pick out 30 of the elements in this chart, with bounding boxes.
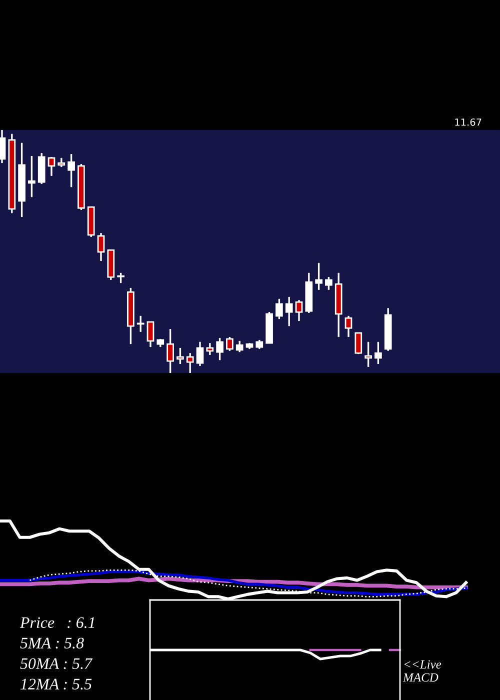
candlestick xyxy=(68,153,75,188)
candlestick xyxy=(176,347,184,365)
candlestick xyxy=(295,299,303,322)
text: 12MA : 5.5 xyxy=(20,678,92,690)
candlestick xyxy=(285,296,293,327)
candlestick xyxy=(226,336,234,352)
text: <<Live MACD xyxy=(402,660,442,682)
candlestick xyxy=(364,341,372,368)
candlestick xyxy=(196,341,204,367)
candlestick xyxy=(186,352,194,373)
candlestick xyxy=(216,337,224,361)
candlestick xyxy=(344,315,352,338)
candlestick xyxy=(315,262,322,291)
candlestick xyxy=(97,232,105,262)
candlestick xyxy=(206,342,214,356)
candlestick xyxy=(236,340,244,353)
text: 5MA : 5.8 xyxy=(20,638,84,649)
candlestick xyxy=(28,155,36,198)
candlestick xyxy=(146,321,154,348)
candlestick xyxy=(276,298,283,320)
candlestick xyxy=(136,315,144,333)
text: Price : 6.1 xyxy=(20,617,94,628)
text: 11.67 xyxy=(455,118,482,126)
candlestick xyxy=(166,328,174,373)
candlestick xyxy=(374,341,382,365)
candlestick xyxy=(354,332,362,355)
text: 50MA : 5.7 xyxy=(20,658,93,670)
candlestick xyxy=(325,276,332,291)
candlestick xyxy=(117,272,124,284)
candlestick xyxy=(48,156,56,177)
